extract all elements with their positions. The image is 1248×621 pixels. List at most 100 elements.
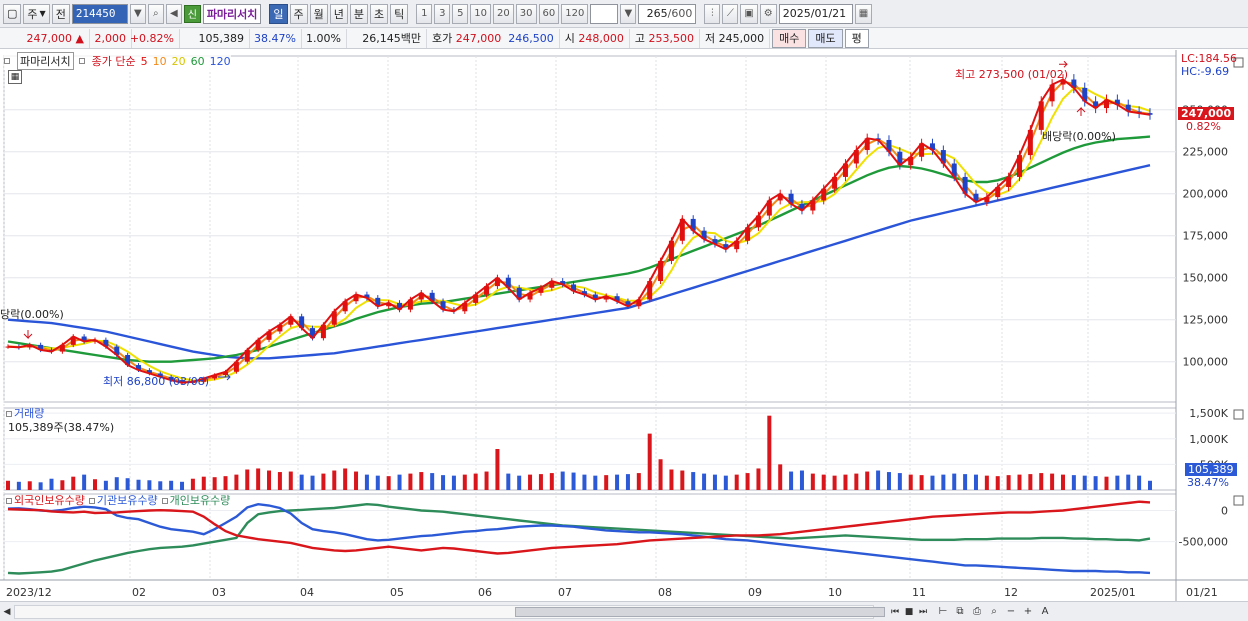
copy-icon[interactable]: ⧉	[956, 606, 964, 617]
legend-ma20[interactable]: 20	[171, 54, 186, 68]
volume-bar	[832, 475, 837, 490]
legend-close-type[interactable]: 종가 단순	[91, 55, 136, 68]
legend-ma5[interactable]: 5	[140, 54, 148, 68]
search-icon[interactable]: ⌕	[147, 3, 164, 24]
period-second-button[interactable]: 초	[370, 3, 389, 24]
open-price: 시 248,000	[560, 28, 630, 48]
buy-button[interactable]: 매수	[772, 28, 807, 48]
period-month-button[interactable]: 월	[309, 3, 328, 24]
interval-custom-input[interactable]	[590, 3, 619, 24]
volume-bar	[647, 433, 652, 490]
candle-body	[864, 138, 870, 151]
volume-bar	[1060, 474, 1065, 490]
volume-panel-title: 거래량	[6, 405, 44, 421]
volume-bar	[615, 474, 620, 490]
volume-bar	[1093, 476, 1098, 490]
candle-body	[484, 286, 490, 295]
date-field[interactable]: 2025/01/21	[778, 3, 853, 24]
up-arrow-icon: ▲	[75, 31, 84, 45]
volume-value-label: 105,389주(38.47%)	[8, 421, 115, 434]
stock-chart[interactable]: 2023/12 02 03 04 05 06 07 08 09 10 11 12 2025/01 01/2…	[0, 50, 1248, 603]
quote-bar: 247,000 ▲ 2,000 +0.82% 105,389 38.47% 1.…	[0, 28, 1248, 49]
volume-ratio: 38.47%	[250, 28, 302, 48]
stock-name-field[interactable]: 파마리서치	[202, 3, 262, 24]
evaluate-button[interactable]: 평	[844, 28, 869, 48]
candle-body	[299, 316, 305, 329]
volume-bar	[462, 474, 467, 490]
all-button[interactable]: 전	[51, 3, 70, 24]
candle-icon[interactable]: ⫶	[704, 3, 721, 24]
interval-dropdown-icon[interactable]: ▼	[620, 3, 637, 24]
speaker-icon[interactable]: ◀	[165, 3, 182, 24]
interval-button[interactable]: 3	[434, 3, 451, 24]
volume-bar	[223, 476, 228, 490]
legend-ma10[interactable]: 10	[152, 54, 167, 68]
bar-count-field[interactable]: 265/600	[638, 3, 697, 24]
scroll-thumb[interactable]	[515, 606, 885, 617]
interval-button[interactable]: 120	[561, 3, 589, 24]
candle-body	[1114, 99, 1120, 105]
candle-body	[462, 302, 468, 312]
legend-ma120[interactable]: 120	[209, 54, 231, 68]
legend-ma60[interactable]: 60	[190, 54, 205, 68]
period-tick-button[interactable]: 틱	[390, 3, 409, 24]
interval-button[interactable]: 1	[416, 3, 433, 24]
interval-button[interactable]: 10	[470, 3, 492, 24]
interval-button[interactable]: 60	[538, 3, 560, 24]
draw-tool-icon[interactable]: ⟋	[722, 3, 739, 24]
stop-icon[interactable]: ■	[904, 606, 914, 617]
save-icon[interactable]: ▣	[740, 3, 758, 24]
period-year-button[interactable]: 년	[329, 3, 348, 24]
scroll-left-icon[interactable]: ◀	[3, 606, 11, 617]
text-tool-icon[interactable]: A	[1041, 606, 1049, 617]
candle-body	[81, 336, 87, 342]
legend-square-icon	[6, 498, 12, 504]
volume-bar	[506, 473, 511, 490]
candle-body	[320, 324, 326, 339]
grid-menu-icon[interactable]: ▦	[8, 70, 22, 84]
period-day-button[interactable]: 일	[269, 3, 288, 24]
play-icon[interactable]: ⏭	[918, 606, 928, 617]
scroll-track[interactable]	[14, 604, 885, 619]
volume-bar	[1028, 474, 1033, 490]
period-minute-button[interactable]: 분	[349, 3, 369, 24]
interval-button[interactable]: 5	[452, 3, 469, 24]
low-price: 저 245,000	[700, 28, 771, 48]
volume-tick-label: 1,500K	[1189, 407, 1228, 420]
volume-bar	[930, 475, 935, 490]
volume-bar	[495, 449, 500, 490]
print-icon[interactable]: ⎙	[973, 606, 981, 617]
candle-body	[940, 150, 946, 164]
period-week-button[interactable]: 주	[289, 3, 308, 24]
volume-bar	[876, 470, 881, 490]
volume-bar	[767, 415, 772, 490]
candle-body	[755, 215, 761, 228]
foreign-holding-legend[interactable]: 외국인보유수량	[14, 494, 85, 507]
grid-layer	[0, 50, 1248, 603]
interval-button[interactable]: 30	[515, 3, 537, 24]
legend-stock-name[interactable]: 파마리서치	[17, 52, 74, 70]
volume-bar	[1126, 474, 1131, 490]
plus-icon[interactable]: +	[1023, 606, 1033, 617]
magnifier-icon[interactable]: ⌕	[991, 606, 997, 617]
scroll-first-icon[interactable]: ⏮	[890, 606, 900, 617]
market-select[interactable]: 주 ▼	[23, 3, 50, 24]
candle-body	[440, 301, 446, 310]
sell-button[interactable]: 매도	[808, 28, 843, 48]
code-dropdown-icon[interactable]: ▼	[129, 3, 146, 24]
slider-icon[interactable]: ⊢	[938, 606, 948, 617]
volume-bar	[712, 474, 717, 490]
institution-holding-legend[interactable]: 기관보유수량	[96, 494, 158, 507]
volume-bar	[103, 480, 108, 490]
gear-icon[interactable]: ⚙	[759, 3, 777, 24]
window-icon[interactable]: ▢	[3, 3, 22, 24]
stock-code-input[interactable]: 214450	[71, 3, 128, 24]
minus-icon[interactable]: −	[1006, 606, 1016, 617]
candle-body	[1027, 129, 1033, 156]
candle-body	[27, 344, 33, 348]
calendar-icon[interactable]: ▦	[854, 3, 873, 24]
interval-button[interactable]: 20	[493, 3, 514, 24]
individual-holding-legend[interactable]: 개인보유수량	[169, 494, 231, 507]
candle-body	[375, 297, 381, 307]
candle-body	[962, 176, 968, 194]
